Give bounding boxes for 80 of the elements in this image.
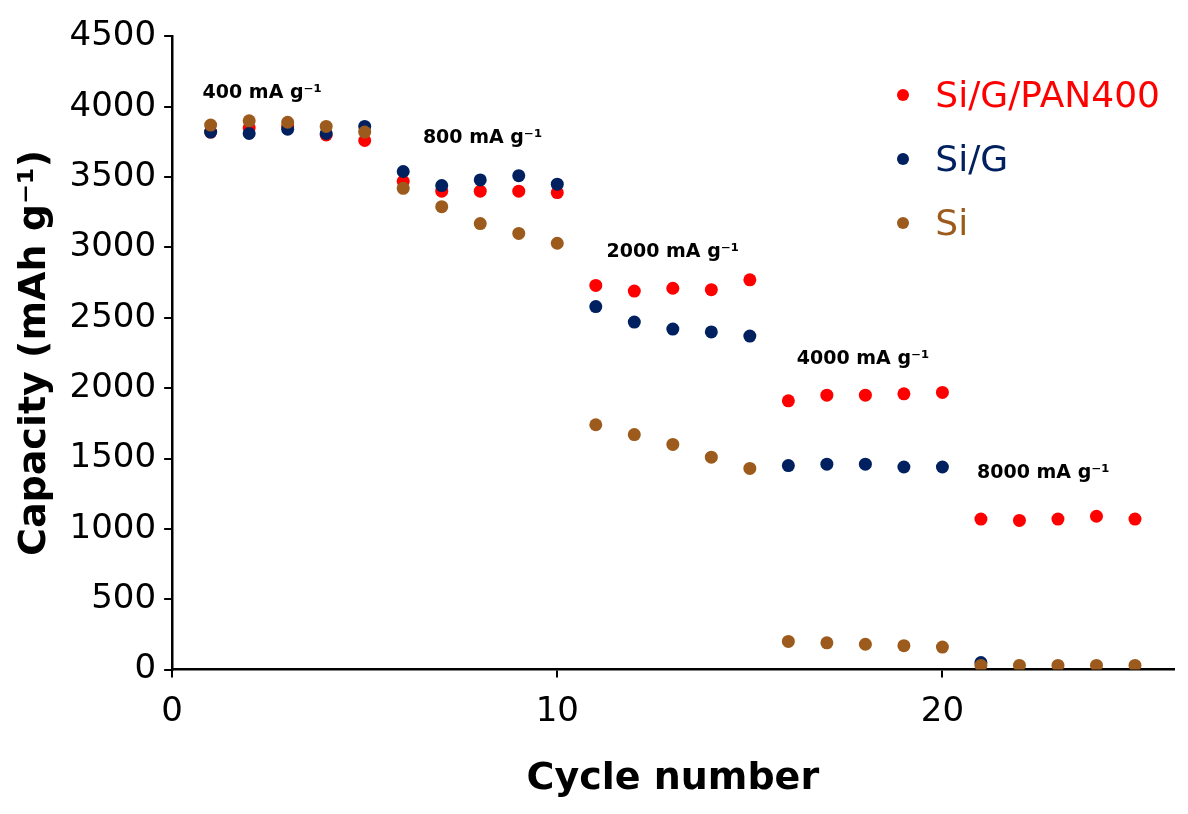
point [858,388,872,402]
legend-label: Si/G/PAN400 [935,73,1160,117]
point [897,387,911,401]
point [242,114,256,128]
point [1128,512,1142,526]
y-tick-label: 2000 [69,365,157,406]
point [589,418,603,432]
point [473,173,487,187]
point [281,115,295,129]
point [396,164,410,178]
y-tick-label: 3500 [69,153,157,194]
point [242,126,256,140]
point [627,315,641,329]
point [319,119,333,133]
point [550,236,564,250]
legend-label: Si [935,201,969,245]
point [820,457,834,471]
point [473,217,487,231]
point [1051,658,1065,670]
point [435,179,449,193]
point [666,322,680,336]
point [935,640,949,654]
annotation: 2000 mA g⁻¹ [606,238,740,261]
point [704,283,718,297]
y-tick-label: 500 [91,576,157,617]
point [1012,513,1026,527]
y-tick-label: 1500 [69,435,157,476]
point [396,181,410,195]
annotation: 400 mA g⁻¹ [202,80,322,103]
point [1089,658,1103,670]
point [627,428,641,442]
y-tick-label: 4500 [69,13,157,54]
point [820,388,834,402]
point [974,512,988,526]
point [1012,658,1026,670]
point [704,325,718,339]
point [473,184,487,198]
y-tick-label: 2500 [69,294,157,335]
annotation: 8000 mA g⁻¹ [977,460,1110,483]
point [512,184,526,198]
point [550,177,564,191]
y-tick-label: 1000 [69,505,157,546]
point [781,459,795,473]
y-axis-title: Capacity (mAh g⁻¹) [9,149,54,557]
point [897,460,911,474]
point [1128,658,1142,670]
point [820,636,834,650]
point [858,637,872,651]
point [358,125,372,139]
point [1051,512,1065,526]
y-tick-label: 4000 [69,83,157,124]
point [743,273,757,287]
point [204,118,218,132]
x-tick-label: 10 [535,688,579,729]
point [512,226,526,240]
point [704,450,718,464]
legend-label: Si/G [935,137,1009,181]
point [897,639,911,653]
x-tick-label: 0 [161,688,183,729]
point [666,281,680,295]
point [1089,509,1103,523]
point [781,394,795,408]
x-tick-label: 20 [920,688,965,729]
point [781,634,795,648]
annotation: 800 mA g⁻¹ [422,124,543,147]
point [743,329,757,343]
x-axis-title: Cycle number [526,754,820,799]
point [935,460,949,474]
y-tick-label: 0 [134,646,157,687]
point [858,457,872,471]
point [435,200,449,214]
point [627,284,641,298]
point [512,169,526,183]
point [743,461,757,475]
point [589,278,603,292]
point [935,385,949,399]
point [666,437,680,451]
annotation: 4000 mA g⁻¹ [796,346,930,369]
point [589,300,603,314]
y-tick-label: 3000 [69,224,157,265]
